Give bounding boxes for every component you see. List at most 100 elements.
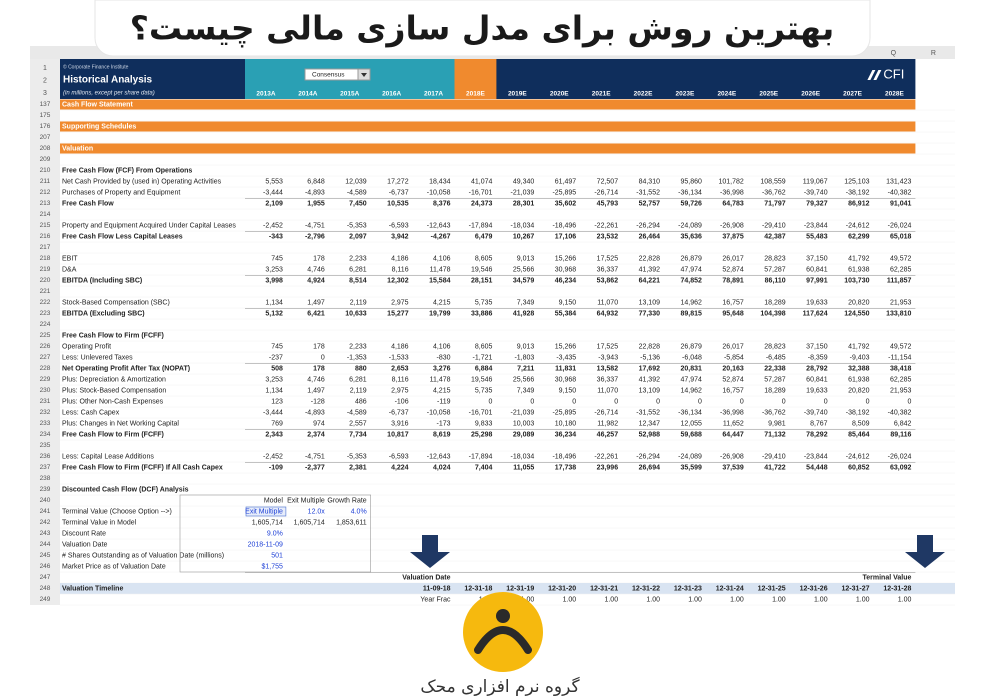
row-number: 175	[40, 112, 51, 119]
cell: 0	[614, 398, 618, 405]
cell: 8,619	[433, 431, 451, 438]
cell: 12-31-22	[632, 585, 660, 592]
cell: 12.0x	[308, 508, 326, 515]
cell: 6,848	[307, 178, 325, 185]
cell: 0	[321, 354, 325, 361]
cell: 10,267	[513, 233, 535, 240]
cell: 19,546	[471, 266, 493, 273]
cell: 13,109	[639, 299, 661, 306]
cell: 9,013	[517, 255, 535, 262]
row-label: Free Cash Flow to Firm (FCFF) If All Cas…	[62, 464, 223, 471]
row-number: 214	[40, 211, 51, 218]
cell: -29,410	[762, 453, 786, 460]
cell: 64,447	[722, 431, 744, 438]
cell: -6,737	[389, 189, 409, 196]
cell: 108,559	[760, 178, 785, 185]
cell: 12,055	[680, 420, 702, 427]
cell: -3,435	[556, 354, 576, 361]
cell: 18,289	[764, 387, 786, 394]
cell: 2,119	[350, 299, 367, 306]
year-header: 2018E	[466, 91, 485, 98]
cell: -106	[395, 398, 409, 405]
dropdown-arrow	[361, 73, 367, 77]
year-header: 2015A	[340, 91, 359, 98]
row-label: Plus: Depreciation & Amortization	[62, 376, 166, 383]
cell: -39,740	[804, 409, 828, 416]
cell: 1.00	[646, 596, 660, 603]
cell: 41,722	[764, 464, 786, 471]
row-number: 244	[40, 541, 51, 548]
year-header: 2021E	[592, 91, 611, 98]
row-label: EBITDA (Including SBC)	[62, 277, 142, 284]
cell: 501	[271, 552, 283, 559]
cell: 37,539	[722, 464, 744, 471]
cell: -40,382	[888, 189, 912, 196]
cell: 28,823	[764, 255, 786, 262]
cell: -36,134	[678, 189, 702, 196]
cell: 4,215	[433, 387, 451, 394]
cell: 52,874	[722, 376, 744, 383]
cell: 2,557	[349, 420, 367, 427]
cell: -2,796	[305, 233, 325, 240]
row-number: 222	[40, 299, 51, 306]
row-number: 249	[40, 596, 51, 603]
cfi-logo: CFI	[883, 66, 904, 81]
scenario: Consensus	[312, 72, 345, 79]
cell: -4,751	[305, 222, 325, 229]
year-header: 2028E	[885, 91, 904, 98]
cell: 1,605,714	[252, 519, 283, 526]
cell: 52,874	[722, 266, 744, 273]
cell: 36,234	[555, 431, 577, 438]
cell: 35,599	[680, 464, 702, 471]
cell: 6,884	[475, 365, 493, 372]
row-number: 236	[40, 453, 51, 460]
row-number-column	[30, 59, 60, 605]
cell: 60,852	[848, 464, 870, 471]
cell: 178	[313, 255, 325, 262]
cell: 10,535	[387, 200, 409, 207]
cell: 42,387	[764, 233, 786, 240]
section-label: Valuation	[62, 145, 93, 152]
cell: 745	[271, 255, 283, 262]
row-label: D&A	[62, 266, 77, 273]
cell: 25,566	[513, 376, 535, 383]
cell: 124,550	[844, 310, 869, 317]
cell: -128	[311, 398, 325, 405]
cell: 2,975	[391, 299, 409, 306]
cell: 2,975	[391, 387, 409, 394]
cell: 8,605	[475, 255, 493, 262]
cell: 35,636	[680, 233, 702, 240]
cell: 131,423	[886, 178, 911, 185]
cell: 37,150	[806, 255, 828, 262]
cell: -5,136	[640, 354, 660, 361]
cell: -173	[436, 420, 450, 427]
cell: -36,998	[720, 409, 744, 416]
cell: 32,388	[848, 365, 870, 372]
year-header: 2017A	[424, 91, 443, 98]
cell: 12-31-20	[548, 585, 576, 592]
cell: Valuation Date	[402, 574, 450, 581]
cell: 22,338	[764, 365, 786, 372]
cell: 78,891	[722, 277, 744, 284]
cell: 133,810	[886, 310, 911, 317]
section-label: Supporting Schedules	[62, 123, 136, 130]
year-header: 2026E	[801, 91, 820, 98]
row-label: Net Cash Provided by (used in) Operating…	[62, 178, 222, 185]
row-number: 239	[40, 486, 51, 493]
cell: 14,962	[680, 387, 702, 394]
year-header: 2027E	[843, 91, 862, 98]
cell: 97,991	[806, 277, 828, 284]
cell: 1.00	[730, 596, 744, 603]
cell: 17,738	[555, 464, 577, 471]
row-number: 209	[40, 156, 51, 163]
cell: 21,953	[890, 387, 912, 394]
cell: 101,782	[718, 178, 743, 185]
cell: 26,879	[680, 343, 702, 350]
row-number: 3	[43, 90, 47, 97]
cell: -3,444	[263, 189, 283, 196]
cell: 4,215	[433, 299, 451, 306]
section-band	[60, 121, 916, 132]
row-number: 137	[40, 101, 51, 108]
cell: 1,497	[307, 299, 325, 306]
cell: 62,299	[848, 233, 870, 240]
